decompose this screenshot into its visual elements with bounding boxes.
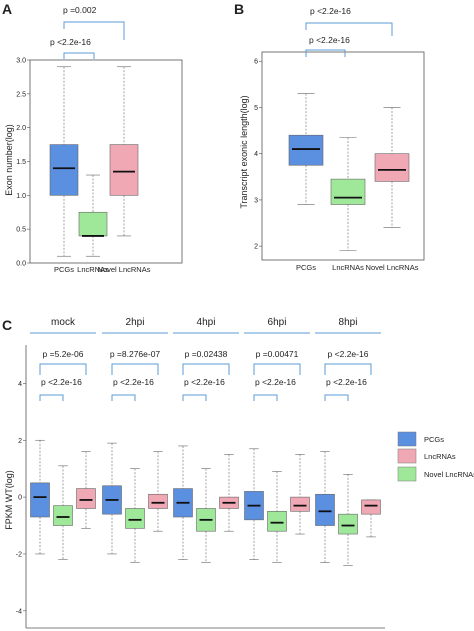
panel-c-mock-novel-lncrnas-box	[53, 505, 73, 526]
panel-b-category-novel-lncrnas: Novel LncRNAs	[366, 263, 419, 272]
panel-b-y-tick-label-2: 4	[254, 151, 258, 158]
panel-a-category-pcgs: PCGs	[54, 265, 74, 274]
panel-c-ylabel: FPKM WT(log)	[4, 470, 14, 530]
panel-b-y-tick-label-1: 3	[254, 197, 258, 204]
panel-a-y-tick-label-6: 3.0	[16, 58, 26, 65]
panel-c-timepoint-4hpi: 4hpi	[197, 317, 216, 328]
panel-b: Transcript exonic length(log) 2 3 4 5 6 PCGs…	[239, 6, 425, 272]
panel-c-y-tick-label-1: -2	[16, 551, 22, 558]
panel-b-lncrnas-box	[330, 178, 366, 205]
panel-c-6hpi-lncrnas-box	[290, 496, 310, 512]
panel-label-a: A	[2, 1, 12, 17]
panel-c-8hpi-novel-lncrnas-box	[338, 513, 358, 535]
panel-a-pcgs-box	[49, 144, 79, 196]
panel-a-pvalue-outer: p =0.002	[63, 5, 97, 15]
panel-a-y-tick-label-1: 0.5	[16, 227, 26, 234]
panel-c-timepoint-6hpi: 6hpi	[268, 317, 287, 328]
panel-a-y-tick-label-4: 2.0	[16, 125, 26, 132]
panel-c-timepoint-8hpi: 8hpi	[339, 317, 358, 328]
panel-c-bracket-bottom-4	[324, 394, 349, 401]
panel-c-pvalue-bottom-4: p <2.2e-16	[326, 377, 367, 387]
panel-c-y-tick-label-0: -4	[16, 608, 22, 615]
panel-a-y-tick-label-2: 1.0	[16, 193, 26, 200]
panel-label-b: B	[234, 1, 244, 17]
panel-c-bracket-bottom-2	[182, 394, 207, 401]
panel-a-y-tick-label-5: 2.5	[16, 91, 26, 98]
panel-c-pvalue-top-0: p =5.2e-06	[43, 349, 84, 359]
panel-c-pvalue-bottom-0: p <2.2e-16	[41, 377, 82, 387]
legend-swatch-pcgs	[397, 431, 417, 447]
panel-b-pvalue-inner: p <2.2e-16	[309, 35, 350, 45]
legend-label-lncrnas: LncRNAs	[424, 452, 456, 461]
panel-a-ylabel: Exon number(log)	[4, 124, 14, 196]
panel-c-bracket-top-1	[111, 363, 159, 375]
panel-c-bracket-top-2	[182, 363, 230, 375]
panel-c-mock-pcgs-box	[30, 482, 50, 518]
panel-c-bracket-top-4	[324, 363, 372, 375]
panel-b-bracket-outer	[305, 22, 393, 36]
panel-a-category-lncrnas: LncRNAs	[77, 265, 109, 274]
legend-swatch-novel-lncrnas	[397, 466, 417, 482]
panel-b-plot-frame	[261, 51, 425, 261]
panel-b-ylabel: Transcript exonic length(log)	[239, 95, 249, 208]
panel-c-timepoint-2hpi: 2hpi	[126, 317, 145, 328]
legend: PCGs LncRNAs Novel LncRNAs	[397, 431, 474, 482]
panel-c-2hpi-lncrnas-box	[148, 493, 168, 509]
panel-c-pvalue-top-4: p <2.2e-16	[328, 349, 369, 359]
panel-a-novel-lncrnas-box	[109, 144, 139, 196]
panel-b-pcgs-box	[288, 134, 324, 166]
panel-b-bracket-inner	[305, 49, 346, 57]
panel-c-bracket-bottom-0	[39, 394, 64, 401]
legend-label-pcgs: PCGs	[424, 435, 444, 444]
panel-c-2hpi-novel-lncrnas-box	[125, 508, 145, 529]
panel-b-pvalue-outer: p <2.2e-16	[310, 6, 351, 16]
panel-c-8hpi-pcgs-box	[315, 493, 335, 526]
panel-b-category-lncrnas: LncRNAs	[332, 263, 364, 272]
panel-b-y-tick-label-0: 2	[254, 244, 258, 251]
panel-c-pvalue-top-1: p =8.276e-07	[110, 349, 161, 359]
panel-c-timepoint-mock: mock	[51, 317, 76, 328]
panel-a-category-novel-lncrnas: Novel LncRNAs	[98, 265, 151, 274]
panel-c-bracket-bottom-1	[111, 394, 136, 401]
panel-c-bracket-bottom-3	[253, 394, 278, 401]
panel-c-pvalue-bottom-2: p <2.2e-16	[184, 377, 225, 387]
panel-label-c: C	[2, 317, 12, 333]
panel-a-y-tick-label-3: 1.5	[16, 159, 26, 166]
panel-c-8hpi-lncrnas-box	[361, 499, 381, 515]
panel-b-novel-lncrnas-box	[374, 153, 410, 182]
panel-b-y-tick-label-3: 5	[254, 105, 258, 112]
panel-c-y-tick-label-4: 4	[18, 381, 22, 388]
panel-c-bracket-top-3	[253, 363, 301, 375]
legend-label-novel-lncrnas: Novel LncRNAs	[424, 470, 474, 479]
panel-c-pvalue-top-3: p =0.00471	[256, 349, 299, 359]
panel-c-pvalue-bottom-3: p <2.2e-16	[255, 377, 296, 387]
panel-a: Exon number(log) 0.0 0.5 1.0 1.5 2.0 2.5 3.0 P…	[4, 5, 183, 274]
panel-c-pvalue-bottom-1: p <2.2e-16	[113, 377, 154, 387]
legend-swatch-lncrnas	[397, 448, 417, 464]
panel-a-pvalue-inner: p <2.2e-16	[50, 37, 91, 47]
panel-b-category-pcgs: PCGs	[296, 263, 316, 272]
panel-c-pvalue-top-2: p =0.02438	[185, 349, 228, 359]
panel-c-y-tick-label-2: 0	[18, 495, 22, 502]
panel-a-lncrnas-box	[78, 211, 108, 237]
panel-c-bracket-top-0	[39, 363, 87, 375]
panel-a-bracket-outer	[63, 21, 125, 40]
panel-a-bracket-inner	[63, 52, 95, 59]
panel-c: FPKM WT(log) -4 -2 0 2 4 mock p =5.2e-06 p <2.…	[4, 317, 385, 629]
panel-a-y-tick-label-0: 0.0	[16, 261, 26, 268]
panel-c-mock-lncrnas-box	[76, 488, 96, 509]
panel-c-y-tick-label-3: 2	[18, 438, 22, 445]
panel-c-6hpi-novel-lncrnas-box	[267, 511, 287, 532]
panel-b-y-tick-label-4: 6	[254, 59, 258, 66]
